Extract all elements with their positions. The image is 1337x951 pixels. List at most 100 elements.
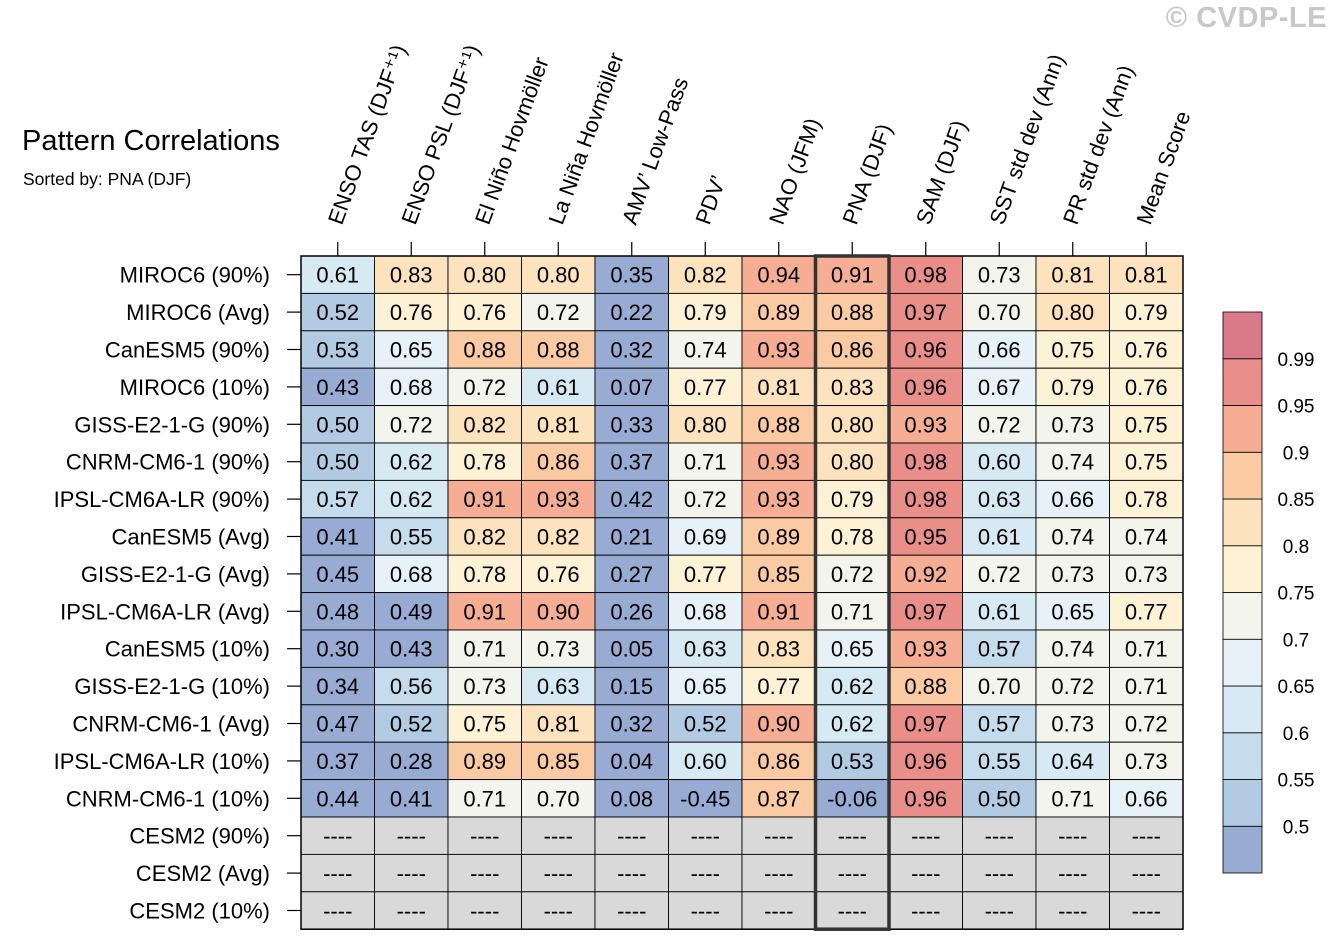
heatmap-cell xyxy=(668,592,743,631)
heatmap-cell xyxy=(1035,255,1110,294)
cell-value-label: ---- xyxy=(691,899,720,924)
cell-value-label: 0.71 xyxy=(1051,786,1094,811)
cell-value-label: 0.96 xyxy=(904,338,947,363)
heatmap-cell xyxy=(374,741,449,781)
cell-value-label: 0.97 xyxy=(904,599,947,624)
colorbar-bin xyxy=(1222,405,1263,453)
colorbar-bin xyxy=(1222,592,1263,640)
colorbar: 0.5 0.55 0.6 0.65 0.7 0.75 0.8 0.85 0.9 0.95 0.99 xyxy=(1222,311,1315,874)
cell-value-label: 0.89 xyxy=(463,749,506,774)
cell-value-label: 0.50 xyxy=(316,450,359,475)
cell-value-label: ---- xyxy=(617,824,646,849)
cell-value-label: 0.79 xyxy=(684,300,727,325)
cell-value-label: 0.70 xyxy=(978,674,1021,699)
cell-value-label: 0.47 xyxy=(316,712,359,737)
heatmap-cell xyxy=(447,891,522,930)
colorbar-bin xyxy=(1222,732,1263,780)
cell-value-label: 0.28 xyxy=(390,749,433,774)
heatmap-cell xyxy=(1035,816,1110,855)
cell-value-label: ---- xyxy=(985,824,1014,849)
heatmap-cell xyxy=(962,442,1037,481)
heatmap-cell xyxy=(962,367,1037,407)
heatmap-cell xyxy=(594,704,669,743)
colorbar-label: 0.5 xyxy=(1283,817,1309,838)
heatmap-cell xyxy=(1035,517,1110,556)
cell-value-label: ---- xyxy=(1132,824,1161,849)
cell-value-label: 0.77 xyxy=(684,562,727,587)
cell-value-label: 0.37 xyxy=(610,450,653,475)
cell-value-label: 0.78 xyxy=(463,562,506,587)
heatmap-cell xyxy=(300,292,375,332)
heatmap-cell xyxy=(668,853,743,893)
cell-value-label: 0.93 xyxy=(537,487,580,512)
cell-value-label: 0.77 xyxy=(757,674,800,699)
cell-value-label: 0.66 xyxy=(978,338,1021,363)
row-labels: MIROC6 (90%) MIROC6 (Avg) CanESM5 (90%) MIR… xyxy=(54,263,301,924)
cell-value-label: ---- xyxy=(397,899,426,924)
heatmap-cell xyxy=(1109,891,1184,930)
cell-value-label: 0.79 xyxy=(1051,375,1094,400)
cell-value-label: 0.77 xyxy=(1125,599,1168,624)
heatmap-cell xyxy=(521,741,596,781)
cell-value-label: ---- xyxy=(1132,861,1161,886)
cell-value-label: 0.63 xyxy=(684,637,727,662)
cell-value-label: 0.75 xyxy=(1125,412,1168,437)
cell-value-label: 0.75 xyxy=(1125,450,1168,475)
cell-value-label: 0.91 xyxy=(831,263,874,288)
column-label: PDV’ xyxy=(690,172,731,228)
cell-value-label: 0.21 xyxy=(610,525,653,550)
cell-value-label: 0.42 xyxy=(610,487,653,512)
cell-value-label: ---- xyxy=(470,899,499,924)
cell-value-label: 0.87 xyxy=(757,786,800,811)
heatmap-cell xyxy=(962,741,1037,781)
cell-value-label: ---- xyxy=(544,899,573,924)
cell-value-label: 0.85 xyxy=(757,562,800,587)
cell-value-label: 0.81 xyxy=(1051,263,1094,288)
heatmap-cell xyxy=(447,853,522,893)
cell-value-label: 0.61 xyxy=(978,599,1021,624)
colorbar-bin xyxy=(1222,638,1263,687)
heatmap-cell xyxy=(815,255,890,294)
cell-value-label: ---- xyxy=(764,861,793,886)
cell-value-label: 0.78 xyxy=(463,450,506,475)
colorbar-label: 0.75 xyxy=(1278,584,1315,605)
cell-value-label: 0.82 xyxy=(537,525,580,550)
heatmap-cell xyxy=(888,891,963,930)
cell-value-label: 0.73 xyxy=(978,263,1021,288)
cell-value-label: ---- xyxy=(764,899,793,924)
row-label: GISS-E2-1-G (Avg) xyxy=(81,562,270,587)
cell-value-label: 0.83 xyxy=(390,263,433,288)
cell-value-label: 0.56 xyxy=(390,674,433,699)
heatmap-cell xyxy=(1109,255,1184,294)
heatmap-cell xyxy=(374,255,449,294)
colorbar-bin xyxy=(1222,685,1263,734)
heatmap-cell xyxy=(668,741,743,781)
heatmap-cell xyxy=(447,554,522,594)
colorbar-label: 0.95 xyxy=(1278,397,1315,418)
cell-value-label: 0.80 xyxy=(1051,300,1094,325)
cell-value-label: 0.88 xyxy=(757,412,800,437)
cell-value-label: 0.08 xyxy=(610,786,653,811)
heatmap-cell xyxy=(594,853,669,893)
heatmap-cell xyxy=(521,891,596,930)
cell-value-label: 0.50 xyxy=(316,412,359,437)
row-label: CNRM-CM6-1 (90%) xyxy=(66,450,270,475)
column-label: SAM (DJF) xyxy=(911,117,972,228)
cell-value-label: 0.32 xyxy=(610,712,653,737)
cell-value-label: ---- xyxy=(911,824,940,849)
cell-value-label: 0.74 xyxy=(1051,525,1094,550)
heatmap-cell xyxy=(962,405,1037,444)
heatmap-cell xyxy=(521,816,596,855)
row-label: CESM2 (Avg) xyxy=(136,861,270,886)
cell-value-label: 0.83 xyxy=(831,375,874,400)
heatmap-cell xyxy=(374,891,449,930)
cell-value-label: 0.37 xyxy=(316,749,359,774)
column-label: ENSO PSL (DJF⁺¹) xyxy=(396,41,484,227)
heatmap-cell xyxy=(447,330,522,369)
cell-value-label: 0.93 xyxy=(904,412,947,437)
heatmap-cell xyxy=(1109,666,1184,706)
cell-value-label: 0.94 xyxy=(757,263,800,288)
heatmap-cell xyxy=(741,741,816,781)
heatmap-cell xyxy=(300,666,375,706)
